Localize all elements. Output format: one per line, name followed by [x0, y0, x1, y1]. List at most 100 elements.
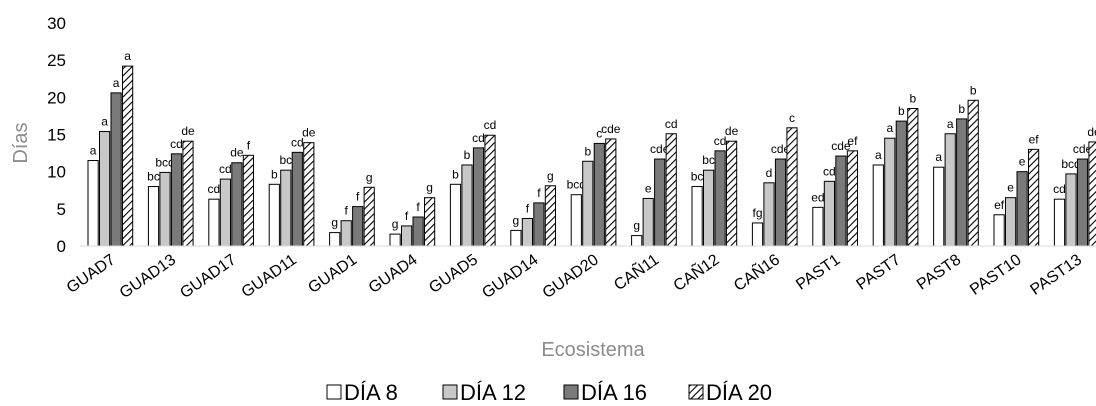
legend-label: DÍA 8 [344, 380, 398, 405]
bar [846, 150, 858, 247]
bar-group: fg d cde c [751, 111, 798, 247]
significance-letter: ef [1029, 132, 1040, 146]
legend-item: DÍA 12 [442, 380, 526, 405]
bar [872, 164, 884, 247]
bar [1028, 148, 1040, 247]
significance-letter: cd [484, 118, 497, 132]
bar [884, 137, 896, 247]
x-tick-label: PAST8 [914, 251, 964, 293]
legend-item: DÍA 16 [563, 380, 647, 405]
legend-swatch [563, 384, 579, 400]
bar [544, 185, 556, 247]
significance-letter: d [766, 166, 773, 180]
significance-letter: b [970, 83, 977, 97]
bar [280, 169, 292, 247]
bar [786, 127, 798, 247]
y-tick-label: 10 [47, 163, 66, 182]
significance-letter: b [271, 167, 278, 181]
significance-letter: bcd [155, 155, 174, 169]
significance-letter: a [113, 76, 120, 90]
bar [219, 178, 232, 247]
legend-label: DÍA 12 [460, 380, 526, 405]
bar [352, 206, 364, 247]
bar [268, 183, 280, 247]
significance-letter: cd [714, 134, 727, 148]
bar [533, 202, 545, 247]
significance-letter: e [1007, 181, 1014, 195]
legend-swatch [688, 384, 704, 400]
significance-letter: a [875, 148, 882, 162]
bar [835, 155, 847, 247]
significance-letter: de [230, 146, 244, 160]
bar [763, 182, 775, 247]
significance-letter: f [537, 186, 541, 200]
bar [895, 120, 907, 247]
significance-letter: cd [1053, 182, 1066, 196]
bar [340, 220, 352, 247]
significance-letter: bc [691, 170, 704, 184]
significance-letter: a [935, 150, 942, 164]
significance-letter: g [426, 181, 433, 195]
legend-swatch [442, 384, 458, 400]
bar-group: cd cd def [208, 138, 255, 247]
bar [87, 160, 99, 247]
significance-letter: ef [994, 198, 1005, 212]
bar [231, 162, 243, 247]
bar-group: g e cde cd [631, 117, 678, 247]
bar [110, 92, 122, 247]
bar [472, 147, 485, 247]
legend-swatch [326, 384, 342, 400]
bar [823, 180, 835, 247]
bar [593, 142, 605, 247]
bar [605, 138, 617, 247]
legend-item: DÍA 8 [326, 380, 398, 405]
y-axis-title: Días [10, 122, 32, 163]
bar [1016, 171, 1028, 247]
significance-letter: bc [147, 170, 160, 184]
significance-letter: c [596, 126, 602, 140]
bar [774, 158, 787, 247]
significance-letter: cde [1073, 142, 1093, 156]
significance-letter: de [725, 124, 739, 138]
significance-letter: bc [702, 153, 715, 167]
bar [907, 107, 919, 247]
bar [665, 133, 677, 247]
bar [363, 186, 375, 247]
bar [159, 171, 171, 247]
significance-letter: g [331, 216, 338, 230]
y-tick-label: 5 [57, 200, 66, 219]
significance-letter: cd [823, 164, 836, 178]
y-axis-ticks: 0 5 10 15 20 25 30 [47, 14, 66, 256]
x-tick-label: GUAD20 [540, 251, 602, 302]
significance-letter: cd [291, 135, 304, 149]
bar [291, 151, 303, 247]
significance-letter: cde [831, 139, 851, 153]
bar [933, 166, 945, 247]
significance-letter: f [526, 201, 530, 215]
bar [208, 198, 220, 247]
bar [812, 206, 824, 247]
x-tick-label: GUAD17 [177, 251, 239, 302]
bar [303, 142, 315, 247]
x-tick-label: PAST13 [1027, 251, 1085, 298]
significance-letter: e [1019, 155, 1026, 169]
bar [99, 131, 111, 247]
significance-letter: cd [665, 117, 678, 131]
x-tick-label: GUAD5 [426, 251, 481, 297]
bar [944, 133, 956, 247]
bar [751, 222, 764, 247]
significance-letter: a [124, 49, 131, 63]
significance-letter: cde [650, 142, 670, 156]
bar [1065, 173, 1077, 247]
